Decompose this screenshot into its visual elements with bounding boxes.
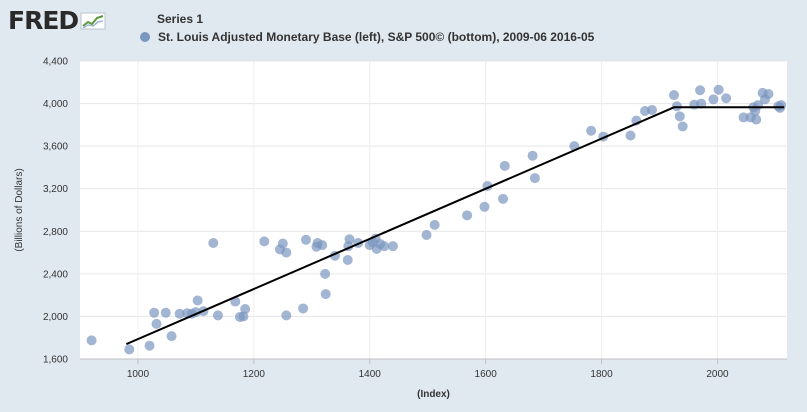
y-tick-label: 4,000 (43, 99, 68, 110)
y-tick-label: 2,400 (43, 269, 68, 280)
legend-marker (140, 32, 150, 42)
data-point[interactable] (301, 234, 312, 245)
y-tick-label: 3,200 (43, 184, 68, 195)
y-tick-label: 1,600 (43, 355, 68, 366)
fred-logo[interactable]: FRED (8, 6, 106, 36)
data-point[interactable] (379, 241, 390, 252)
data-point[interactable] (174, 308, 185, 319)
data-point[interactable] (763, 88, 774, 99)
data-point[interactable] (124, 344, 135, 355)
data-point[interactable] (281, 247, 292, 258)
data-point[interactable] (695, 85, 706, 96)
data-point[interactable] (387, 241, 398, 252)
data-point[interactable] (529, 173, 540, 184)
data-point[interactable] (320, 289, 331, 300)
data-point[interactable] (166, 331, 177, 342)
data-point[interactable] (342, 255, 353, 266)
data-point[interactable] (586, 125, 597, 136)
data-point[interactable] (149, 307, 160, 318)
y-tick-label: 4,400 (43, 57, 68, 68)
y-tick-label: 2,000 (43, 312, 68, 323)
data-point[interactable] (238, 311, 249, 322)
data-points (86, 84, 787, 355)
y-axis-title: (Billions of Dollars) (14, 168, 25, 251)
logo-text: FRED (8, 6, 79, 35)
legend-title: Series 1 (157, 12, 204, 26)
data-point[interactable] (696, 98, 707, 109)
x-axis-ticks: 1000 1200 1400 1600 1800 2000 (80, 358, 787, 380)
data-point[interactable] (713, 84, 724, 95)
data-point[interactable] (208, 237, 219, 248)
data-point[interactable] (708, 94, 719, 105)
data-point[interactable] (160, 307, 171, 318)
data-point[interactable] (281, 310, 292, 321)
data-point[interactable] (462, 210, 473, 221)
data-point[interactable] (677, 121, 688, 132)
data-point[interactable] (429, 219, 440, 230)
trend-line (125, 106, 785, 346)
y-tick-label: 2,800 (43, 227, 68, 238)
data-point[interactable] (277, 238, 288, 249)
data-point[interactable] (479, 201, 490, 212)
x-tick-label: 1800 (590, 369, 613, 380)
data-point[interactable] (298, 303, 309, 314)
data-point[interactable] (344, 234, 355, 245)
data-point[interactable] (668, 90, 679, 101)
data-point[interactable] (192, 295, 203, 306)
data-point[interactable] (776, 100, 787, 111)
x-tick-label: 2000 (706, 369, 729, 380)
data-point[interactable] (320, 268, 331, 279)
y-tick-label: 3,600 (43, 142, 68, 153)
legend-label: St. Louis Adjusted Monetary Base (left),… (158, 30, 595, 44)
data-point[interactable] (317, 240, 328, 251)
data-point[interactable] (751, 114, 762, 125)
data-point[interactable] (527, 150, 538, 161)
data-point[interactable] (259, 236, 270, 247)
data-point[interactable] (144, 340, 155, 351)
x-axis-title: (Index) (417, 389, 450, 400)
data-point[interactable] (671, 101, 682, 112)
data-point[interactable] (625, 130, 636, 141)
data-point[interactable] (674, 111, 685, 122)
data-point[interactable] (499, 160, 510, 171)
chart-line-icon (80, 12, 106, 30)
y-axis-ticks: 1,600 2,000 2,400 2,800 3,200 3,600 4,000 4,400 (43, 57, 68, 366)
data-point[interactable] (721, 93, 732, 104)
x-tick-label: 1600 (475, 369, 498, 380)
data-point[interactable] (421, 230, 432, 241)
data-point[interactable] (498, 193, 509, 204)
data-point[interactable] (151, 318, 162, 329)
data-point[interactable] (240, 303, 251, 314)
x-tick-label: 1400 (359, 369, 382, 380)
data-point[interactable] (646, 104, 657, 115)
data-point[interactable] (738, 112, 749, 123)
legend-item[interactable]: St. Louis Adjusted Monetary Base (left),… (140, 30, 594, 44)
data-point[interactable] (212, 310, 223, 321)
x-tick-label: 1200 (243, 369, 266, 380)
x-tick-label: 1000 (127, 369, 150, 380)
data-point[interactable] (86, 335, 97, 346)
